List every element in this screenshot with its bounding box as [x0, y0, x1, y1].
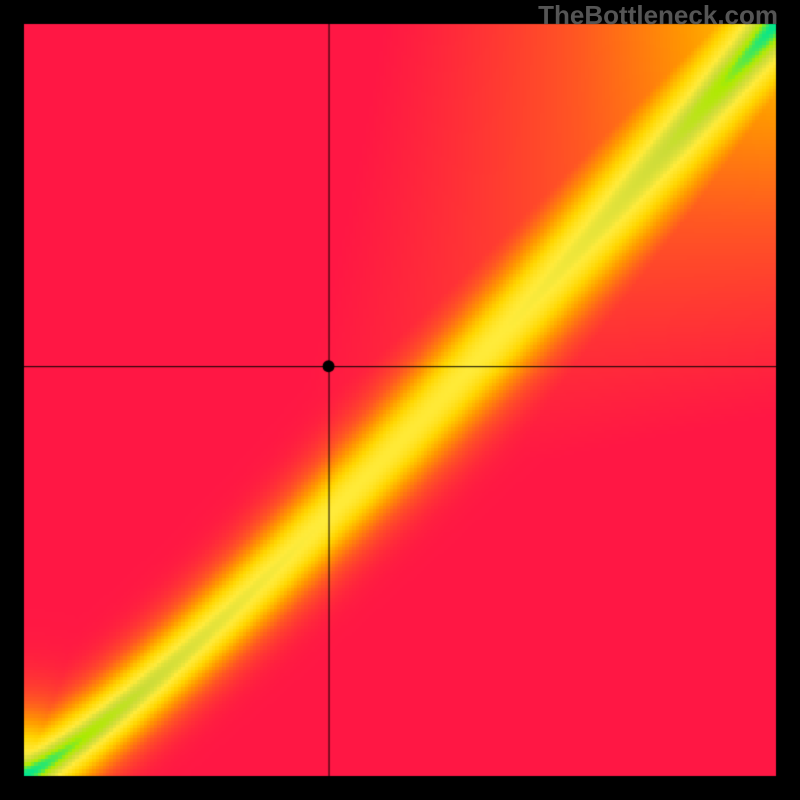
chart-container: TheBottleneck.com: [0, 0, 800, 800]
watermark-text: TheBottleneck.com: [538, 0, 778, 31]
bottleneck-heatmap: [0, 0, 800, 800]
